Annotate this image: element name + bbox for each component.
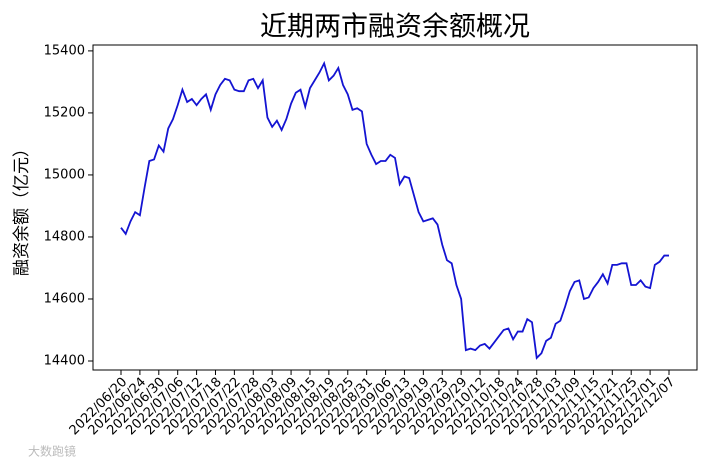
- y-tick-label: 14600: [44, 291, 85, 306]
- y-axis-label: 融资余额（亿元）: [12, 140, 32, 276]
- y-tick-label: 15400: [44, 43, 85, 58]
- y-tick-label: 15200: [44, 105, 85, 120]
- y-tick-label: 14400: [44, 354, 85, 369]
- y-tick-label: 15000: [44, 167, 85, 182]
- chart-title: 近期两市融资余额概况: [260, 12, 530, 43]
- y-tick-label: 14800: [44, 229, 85, 244]
- plot-frame: [92, 44, 698, 371]
- watermark: 大数跑镜: [28, 444, 76, 459]
- data-line: [120, 60, 669, 360]
